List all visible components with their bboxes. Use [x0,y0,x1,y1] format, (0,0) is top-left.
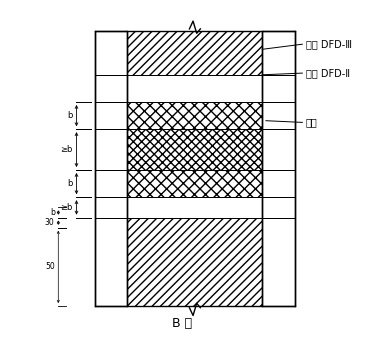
Bar [127,75,262,102]
Text: b: b [50,208,55,217]
Text: 30: 30 [45,218,55,227]
Bar [262,31,295,306]
Bar [95,31,127,306]
Text: ≥b: ≥b [61,203,73,212]
Text: ≥b: ≥b [61,145,73,154]
Bar [127,129,262,170]
Text: 50: 50 [45,262,55,271]
Text: 堵料 DFD-Ⅲ: 堵料 DFD-Ⅲ [306,39,352,49]
Text: B 图: B 图 [172,317,192,330]
Text: b: b [68,111,73,120]
Bar [127,197,262,218]
Bar [127,170,262,197]
Text: 堵料 DFD-Ⅱ: 堵料 DFD-Ⅱ [306,68,350,78]
Bar [127,31,262,75]
Bar [127,102,262,129]
Bar [127,218,262,306]
Text: b: b [68,179,73,188]
Text: 电缆: 电缆 [306,117,318,128]
